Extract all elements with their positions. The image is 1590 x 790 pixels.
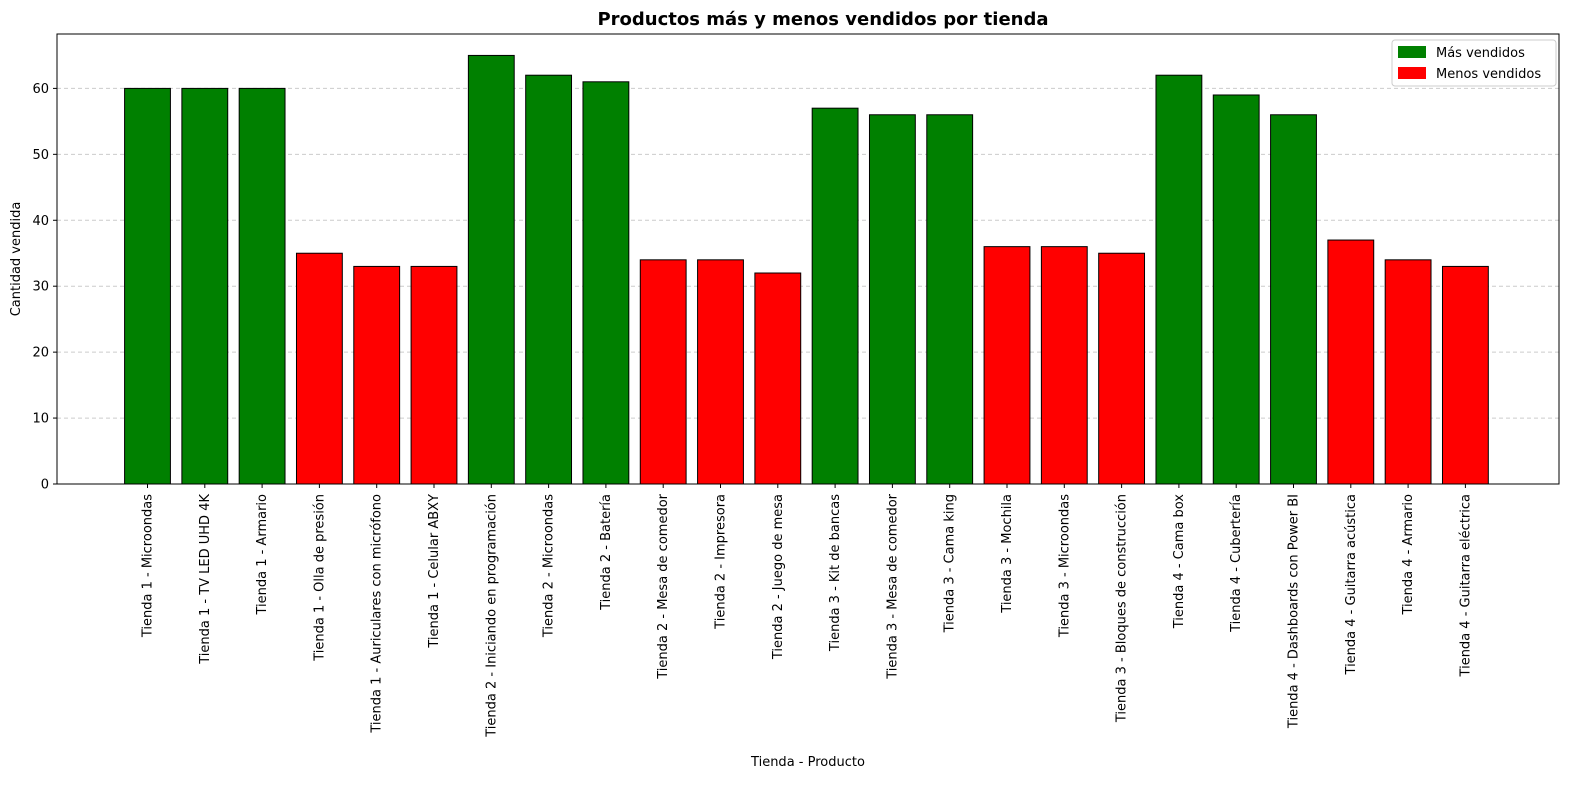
- x-tick-label: Tienda 4 - Guitarra acústica: [1344, 494, 1359, 675]
- legend-swatch-mas: [1398, 46, 1426, 58]
- bar-mas: [582, 81, 630, 485]
- y-tick-label: 20: [32, 346, 49, 361]
- x-tick-label: Tienda 4 - Cubertería: [1229, 494, 1244, 633]
- legend-box: [1391, 39, 1557, 87]
- x-tick-label: Tienda 1 - Armario: [255, 494, 270, 616]
- bar-mas: [1212, 94, 1260, 485]
- y-axis: 0 10 20 30 40 50 60: [32, 82, 57, 493]
- bar-menos: [1040, 246, 1088, 485]
- x-tick-label: Tienda 4 - Guitarra eléctrica: [1458, 494, 1473, 677]
- y-tick-label: 10: [32, 412, 49, 427]
- plot-area-frame: [56, 33, 1560, 485]
- bar-menos: [639, 259, 687, 485]
- bar-mas: [181, 87, 229, 485]
- x-tick-label: Tienda 4 - Armario: [1401, 494, 1416, 616]
- legend-label-menos: Menos vendidos: [1436, 67, 1541, 82]
- bar-mas: [868, 114, 916, 485]
- x-tick-label: Tienda 2 - Impresora: [714, 494, 729, 630]
- y-axis-label: Cantidad vendida: [9, 202, 24, 317]
- bar-mas: [124, 87, 171, 485]
- bar-menos: [295, 252, 343, 485]
- bar-mas: [1155, 74, 1203, 485]
- grid-lines: [57, 87, 1559, 419]
- legend: Más vendidos Menos vendidos: [1391, 39, 1557, 87]
- bar-mas: [467, 54, 515, 485]
- x-tick-label: Tienda 2 - Batería: [599, 494, 614, 611]
- bar-mas: [525, 74, 573, 485]
- x-tick-label: Tienda 2 - Mesa de comedor: [656, 493, 671, 679]
- bar-menos: [1441, 265, 1489, 485]
- bar-menos: [353, 265, 401, 485]
- chart-title: Productos más y menos vendidos por tiend…: [597, 9, 1048, 30]
- y-tick-label: 30: [32, 280, 49, 295]
- bar-mas: [238, 87, 286, 485]
- bar-mas: [926, 114, 974, 485]
- x-tick-label: Tienda 3 - Cama king: [943, 494, 958, 633]
- legend-swatch-menos: [1398, 67, 1426, 79]
- bar-mas: [811, 107, 859, 485]
- x-tick-label: Tienda 3 - Microondas: [1057, 494, 1072, 638]
- bar-mas: [1270, 114, 1317, 485]
- y-tick-label: 50: [32, 148, 49, 163]
- x-tick-label: Tienda 3 - Bloques de construcción: [1115, 494, 1130, 723]
- x-tick-label: Tienda 4 - Dashboards con Power BI: [1287, 494, 1302, 729]
- x-tick-label: Tienda 2 - Microondas: [542, 494, 557, 638]
- x-axis: Tienda 1 - Microondas Tienda 1 - TV LED U…: [141, 484, 1473, 738]
- y-tick-label: 0: [41, 478, 49, 493]
- y-tick-label: 60: [32, 82, 49, 97]
- bar-menos: [1327, 239, 1375, 485]
- x-tick-label: Tienda 3 - Mochila: [1000, 494, 1015, 614]
- x-tick-label: Tienda 4 - Cama box: [1172, 494, 1187, 630]
- bar-menos: [1098, 252, 1146, 485]
- x-tick-label: Tienda 1 - Auriculares con micrófono: [370, 494, 385, 734]
- bars-group: [124, 54, 1489, 485]
- x-tick-label: Tienda 1 - TV LED UHD 4K: [198, 494, 213, 665]
- legend-label-mas: Más vendidos: [1436, 46, 1525, 61]
- bar-menos: [1384, 259, 1432, 485]
- y-tick-label: 40: [32, 214, 49, 229]
- bar-menos: [983, 246, 1031, 485]
- x-tick-label: Tienda 2 - Iniciando en programación: [484, 494, 499, 738]
- x-axis-label: Tienda - Producto: [750, 755, 865, 770]
- bar-menos: [754, 272, 802, 485]
- x-tick-label: Tienda 1 - Microondas: [141, 494, 156, 638]
- x-tick-label: Tienda 3 - Kit de bancas: [828, 494, 843, 652]
- x-tick-label: Tienda 3 - Mesa de comedor: [885, 493, 900, 679]
- x-tick-label: Tienda 1 - Olla de presión: [312, 494, 327, 662]
- x-tick-label: Tienda 1 - Celular ABXY: [427, 494, 442, 649]
- x-tick-label: Tienda 2 - Juego de mesa: [771, 494, 786, 660]
- bar-menos: [410, 265, 458, 485]
- bar-menos: [697, 259, 744, 485]
